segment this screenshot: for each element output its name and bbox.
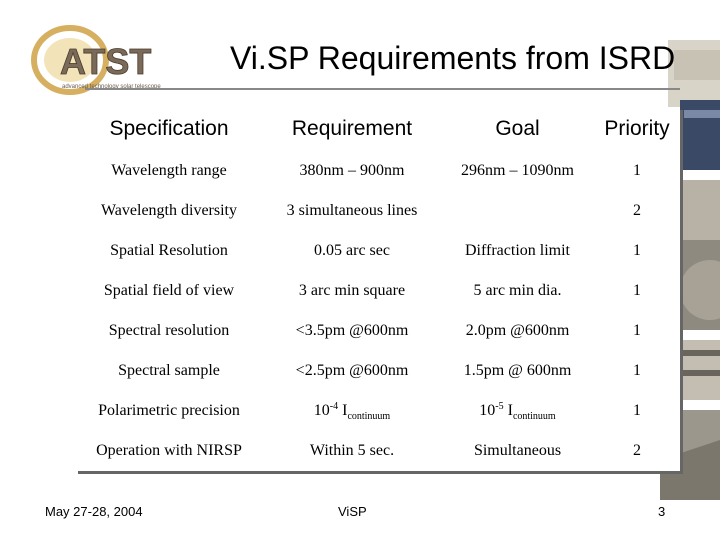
column-header-priority: Priority [604, 117, 670, 140]
logo-text: ATST [60, 41, 151, 82]
priority-cell: 1 [633, 402, 641, 419]
table-row: Wavelength diversity 3 simultaneous line… [75, 191, 680, 231]
requirement-cell: <2.5pm @600nm [295, 362, 409, 379]
spec-cell: Spatial Resolution [110, 242, 228, 259]
goal-cell: 1.5pm @ 600nm [463, 362, 572, 379]
requirement-cell: 3 arc min square [298, 282, 406, 299]
page-number: 3 [658, 504, 666, 519]
goal-cell: Simultaneous [473, 442, 562, 459]
priority-cell: 1 [633, 322, 641, 339]
requirement-exponent: -4 [329, 400, 339, 412]
table-row: Operation with NIRSP Within 5 sec. Simul… [75, 431, 680, 471]
spec-cell: Wavelength diversity [100, 202, 237, 219]
spec-cell: Spatial field of view [103, 282, 235, 299]
atst-logo: ATST advanced technology solar telescope [31, 25, 161, 95]
table-row: Spatial Resolution 0.05 arc sec Diffract… [75, 231, 680, 271]
requirement-cell: 380nm – 900nm [299, 162, 405, 179]
requirement-subscript: continuum [347, 410, 391, 422]
priority-cell: 1 [633, 362, 641, 379]
goal-intensity: I [503, 401, 513, 419]
goal-subscript: continuum [512, 410, 556, 422]
requirement-intensity: I [338, 401, 348, 419]
priority-cell: 1 [633, 242, 641, 259]
priority-cell: 1 [633, 162, 641, 179]
table-row: Spectral resolution <3.5pm @600nm 2.0pm … [75, 311, 680, 351]
spec-cell: Operation with NIRSP [96, 442, 242, 459]
priority-cell: 1 [633, 282, 641, 299]
page-title: Vi.SP Requirements from ISRD [230, 40, 676, 76]
requirement-cell: Within 5 sec. [309, 442, 395, 459]
goal-cell: 5 arc min dia. [473, 282, 562, 299]
logo-tagline: advanced technology solar telescope [62, 84, 161, 90]
goal-exponent: -5 [495, 400, 504, 412]
requirement-cell: 0.05 arc sec [314, 242, 390, 259]
requirement-cell: 3 simultaneous lines [286, 202, 418, 219]
requirement-cell: 10-4 Icontinuum [263, 391, 441, 431]
table-row: Spatial field of view 3 arc min square 5… [75, 271, 680, 311]
column-header-specification: Specification [109, 117, 229, 140]
column-header-requirement: Requirement [291, 117, 413, 140]
requirements-table: Specification Requirement Goal Priority … [75, 107, 680, 471]
spec-cell: Spectral resolution [108, 322, 230, 339]
table-row: Wavelength range 380nm – 900nm 296nm – 1… [75, 151, 680, 191]
requirement-cell: <3.5pm @600nm [295, 322, 409, 339]
goal-cell: 2.0pm @600nm [465, 322, 570, 339]
table-header-row: Specification Requirement Goal Priority [75, 107, 680, 151]
requirement-base: 10 [313, 401, 330, 419]
goal-base: 10 [479, 401, 496, 419]
goal-cell: 296nm – 1090nm [461, 162, 574, 179]
spec-cell: Spectral sample [118, 362, 220, 379]
footer-center-label: ViSP [338, 504, 367, 519]
header-divider [85, 88, 680, 90]
table-row: Spectral sample <2.5pm @600nm 1.5pm @ 60… [75, 351, 680, 391]
goal-cell: 10-5 Icontinuum [441, 391, 594, 431]
spec-cell: Polarimetric precision [98, 402, 240, 419]
priority-cell: 2 [633, 442, 641, 459]
column-header-goal: Goal [495, 117, 540, 140]
spec-cell: Wavelength range [111, 162, 227, 179]
footer-date: May 27-28, 2004 [45, 504, 143, 519]
priority-cell: 2 [633, 202, 641, 219]
goal-cell [441, 191, 594, 231]
table-row: Polarimetric precision 10-4 Icontinuum 1… [75, 391, 680, 431]
goal-cell: Diffraction limit [464, 242, 570, 259]
